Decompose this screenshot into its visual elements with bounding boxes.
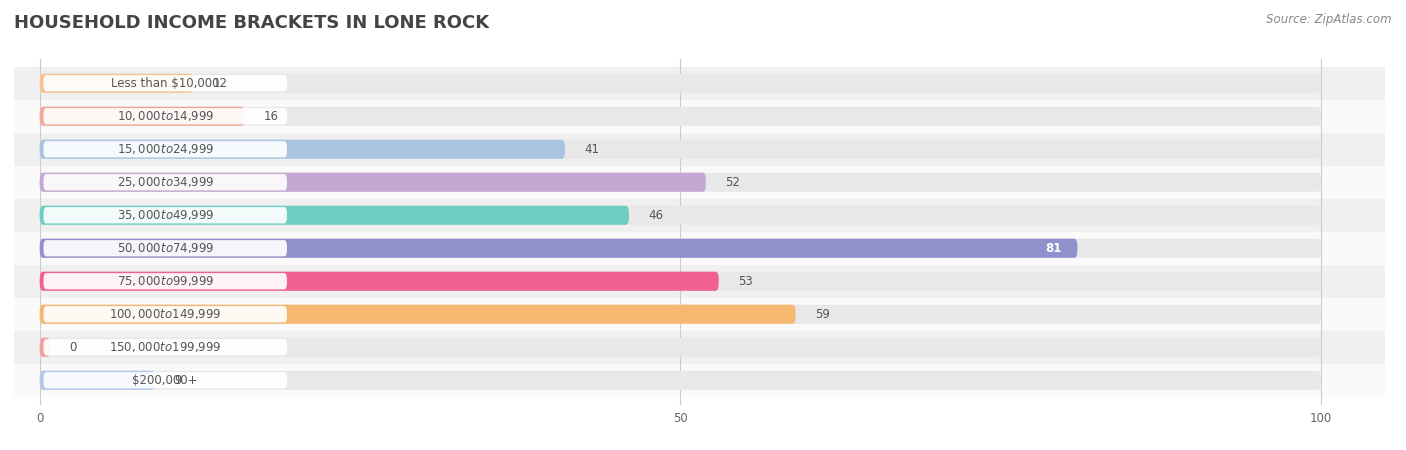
Text: 52: 52 <box>725 176 740 189</box>
FancyBboxPatch shape <box>39 74 1320 93</box>
FancyBboxPatch shape <box>14 67 1385 100</box>
FancyBboxPatch shape <box>44 108 287 124</box>
Text: 16: 16 <box>264 110 278 123</box>
FancyBboxPatch shape <box>14 364 1385 397</box>
Text: $25,000 to $34,999: $25,000 to $34,999 <box>117 175 214 189</box>
Text: 41: 41 <box>583 143 599 156</box>
FancyBboxPatch shape <box>39 206 1320 225</box>
Text: 81: 81 <box>1046 242 1062 255</box>
FancyBboxPatch shape <box>39 338 1320 357</box>
Text: Source: ZipAtlas.com: Source: ZipAtlas.com <box>1267 14 1392 27</box>
Text: 0: 0 <box>69 341 76 354</box>
FancyBboxPatch shape <box>14 265 1385 298</box>
Text: 12: 12 <box>212 77 228 90</box>
Text: 53: 53 <box>738 275 752 288</box>
FancyBboxPatch shape <box>39 371 1320 390</box>
FancyBboxPatch shape <box>39 272 1320 291</box>
FancyBboxPatch shape <box>39 74 194 93</box>
FancyBboxPatch shape <box>39 140 1320 159</box>
Text: $10,000 to $14,999: $10,000 to $14,999 <box>117 109 214 123</box>
FancyBboxPatch shape <box>39 305 1320 324</box>
FancyBboxPatch shape <box>44 339 287 356</box>
Text: HOUSEHOLD INCOME BRACKETS IN LONE ROCK: HOUSEHOLD INCOME BRACKETS IN LONE ROCK <box>14 14 489 32</box>
Text: Less than $10,000: Less than $10,000 <box>111 77 219 90</box>
FancyBboxPatch shape <box>14 298 1385 331</box>
FancyBboxPatch shape <box>44 207 287 223</box>
FancyBboxPatch shape <box>39 206 628 225</box>
FancyBboxPatch shape <box>39 173 706 192</box>
FancyBboxPatch shape <box>39 338 51 357</box>
FancyBboxPatch shape <box>39 238 1077 258</box>
Text: 9: 9 <box>174 374 181 387</box>
FancyBboxPatch shape <box>39 371 155 390</box>
Text: $35,000 to $49,999: $35,000 to $49,999 <box>117 208 214 222</box>
FancyBboxPatch shape <box>44 141 287 158</box>
FancyBboxPatch shape <box>39 107 245 126</box>
Text: $50,000 to $74,999: $50,000 to $74,999 <box>117 241 214 255</box>
FancyBboxPatch shape <box>39 107 1320 126</box>
Text: $75,000 to $99,999: $75,000 to $99,999 <box>117 274 214 288</box>
FancyBboxPatch shape <box>44 240 287 256</box>
Text: $150,000 to $199,999: $150,000 to $199,999 <box>110 340 221 354</box>
Text: $200,000+: $200,000+ <box>132 374 198 387</box>
FancyBboxPatch shape <box>39 140 565 159</box>
FancyBboxPatch shape <box>39 272 718 291</box>
FancyBboxPatch shape <box>44 75 287 91</box>
FancyBboxPatch shape <box>44 273 287 289</box>
FancyBboxPatch shape <box>14 331 1385 364</box>
FancyBboxPatch shape <box>14 166 1385 199</box>
Text: 46: 46 <box>648 209 664 222</box>
FancyBboxPatch shape <box>14 133 1385 166</box>
FancyBboxPatch shape <box>39 173 1320 192</box>
FancyBboxPatch shape <box>14 100 1385 133</box>
Text: $100,000 to $149,999: $100,000 to $149,999 <box>110 307 221 321</box>
FancyBboxPatch shape <box>44 306 287 322</box>
FancyBboxPatch shape <box>39 305 796 324</box>
FancyBboxPatch shape <box>44 174 287 190</box>
Text: 59: 59 <box>815 308 830 321</box>
FancyBboxPatch shape <box>39 238 1320 258</box>
Text: $15,000 to $24,999: $15,000 to $24,999 <box>117 142 214 156</box>
FancyBboxPatch shape <box>14 199 1385 232</box>
FancyBboxPatch shape <box>44 372 287 388</box>
FancyBboxPatch shape <box>14 232 1385 265</box>
